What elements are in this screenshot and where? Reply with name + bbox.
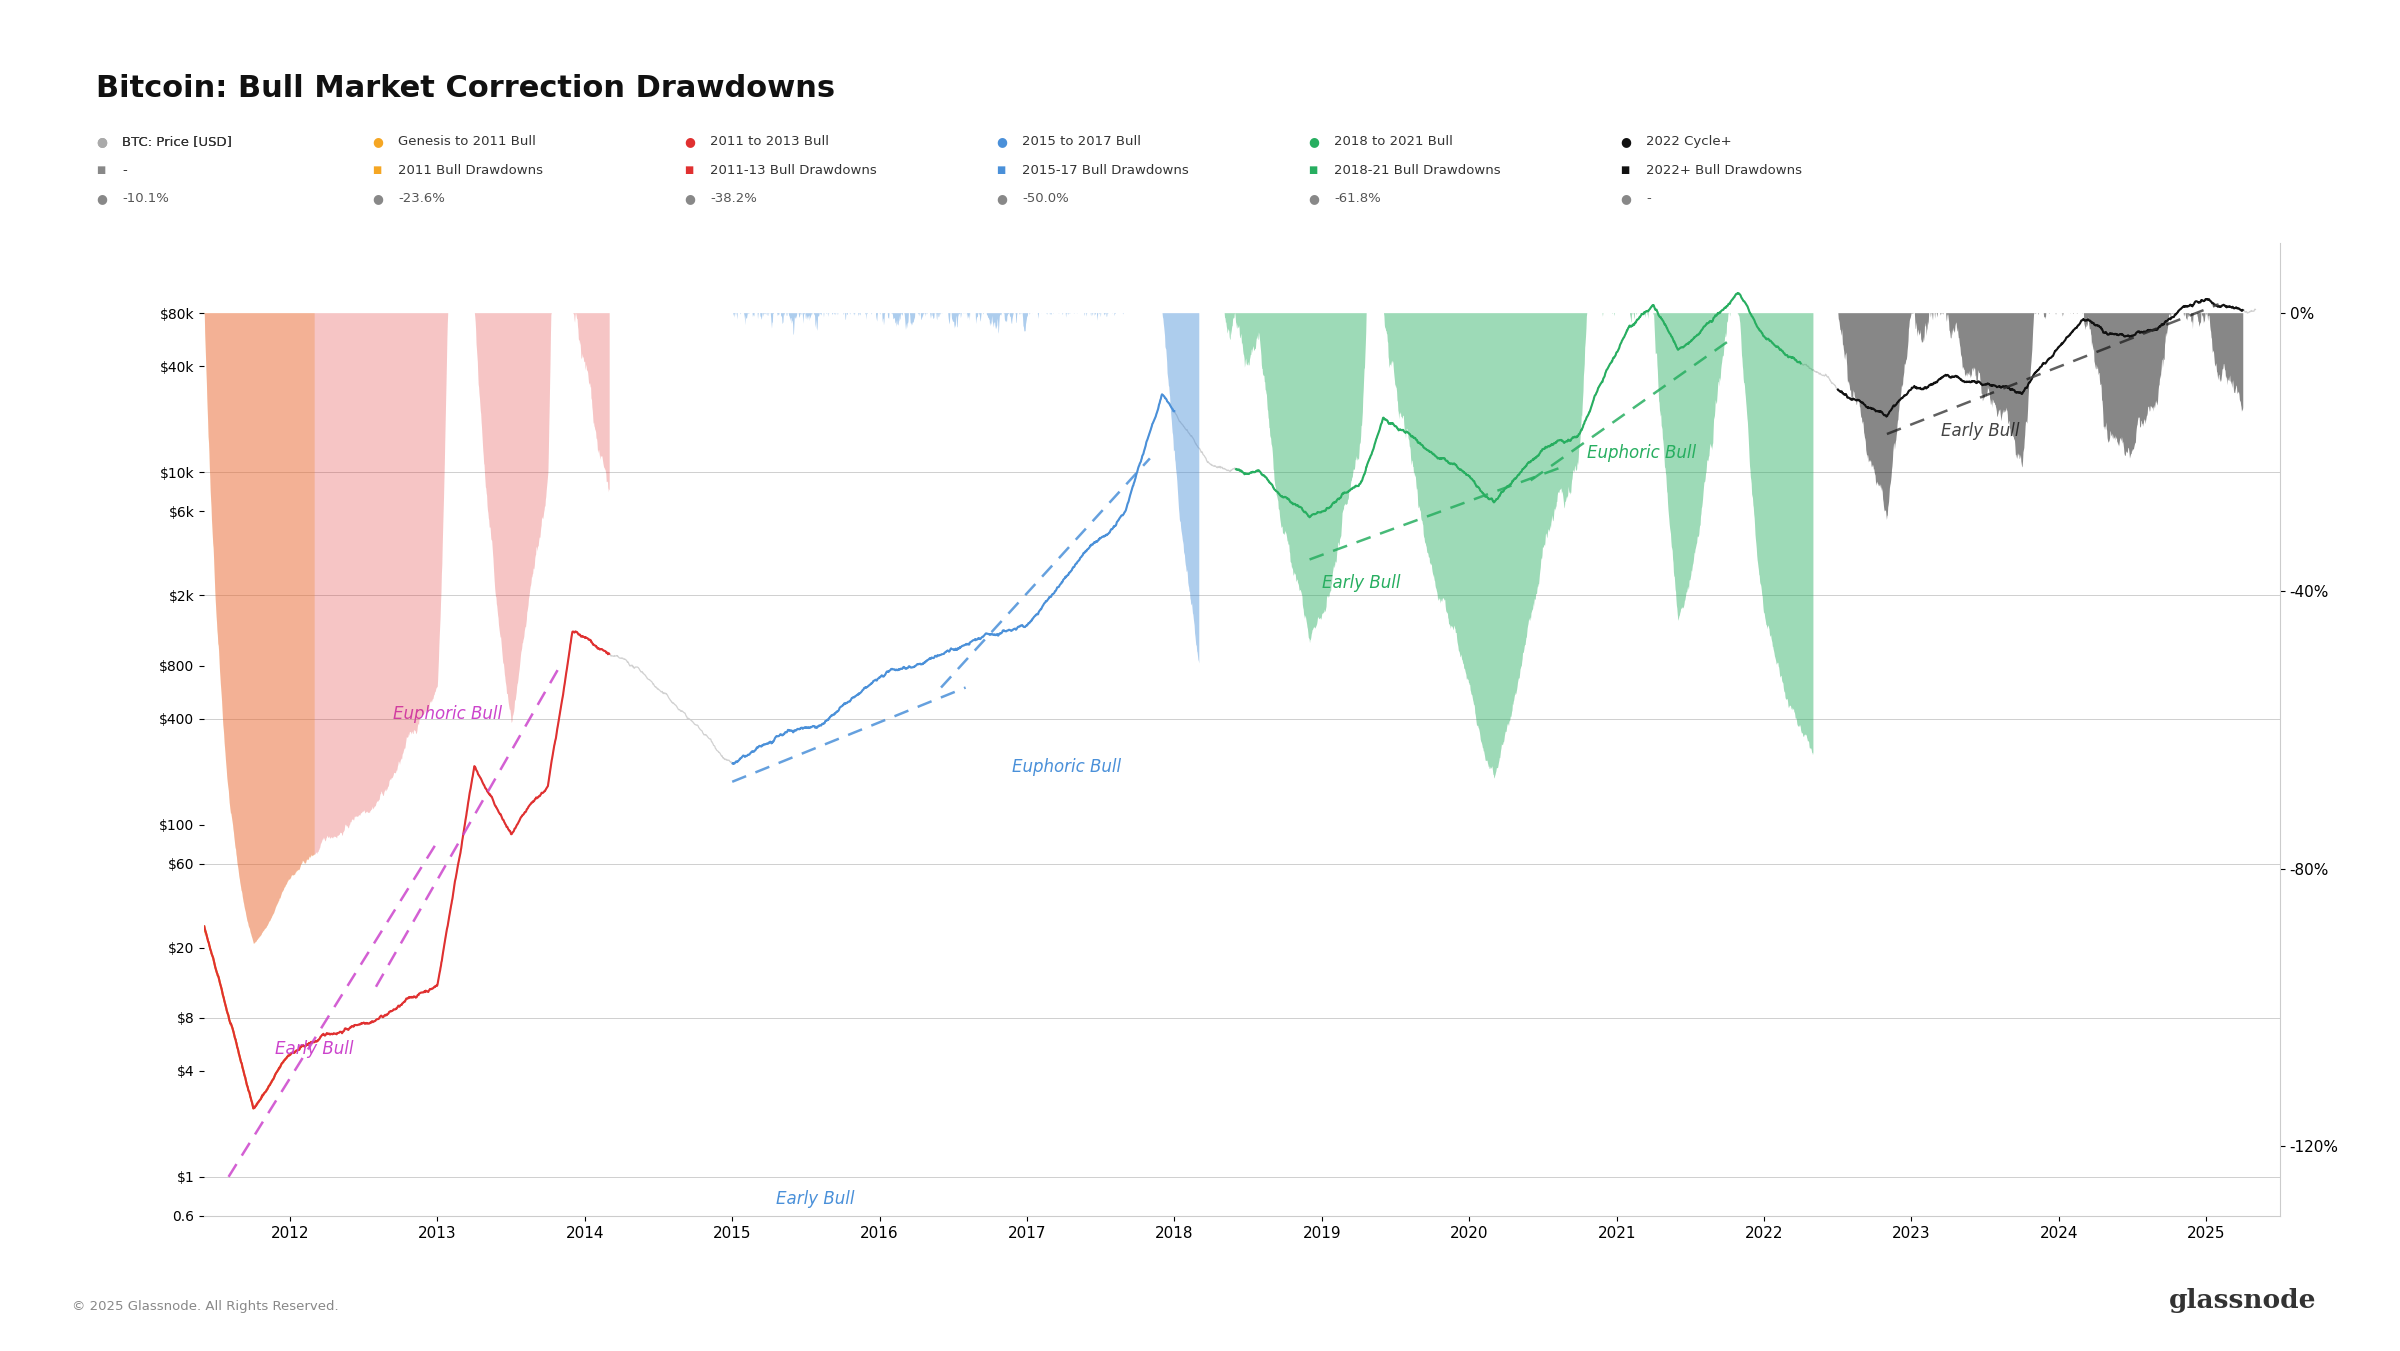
Text: -23.6%: -23.6% xyxy=(398,192,446,205)
Text: ●: ● xyxy=(96,135,108,149)
Text: -50.0%: -50.0% xyxy=(1022,192,1068,205)
Text: Euphoric Bull: Euphoric Bull xyxy=(1586,444,1697,462)
Text: Euphoric Bull: Euphoric Bull xyxy=(394,704,502,723)
Text: -: - xyxy=(122,163,127,177)
Text: ●: ● xyxy=(96,192,108,205)
Text: 2018 to 2021 Bull: 2018 to 2021 Bull xyxy=(1334,135,1454,149)
Text: -38.2%: -38.2% xyxy=(710,192,758,205)
Text: BTC: Price [USD]: BTC: Price [USD] xyxy=(122,135,233,149)
Text: 2011 Bull Drawdowns: 2011 Bull Drawdowns xyxy=(398,163,542,177)
Text: Bitcoin: Bull Market Correction Drawdowns: Bitcoin: Bull Market Correction Drawdown… xyxy=(96,74,835,103)
Text: BTC: Price [USD]: BTC: Price [USD] xyxy=(122,135,233,149)
Text: ■: ■ xyxy=(1308,165,1318,176)
Text: glassnode: glassnode xyxy=(2170,1288,2316,1313)
Text: Euphoric Bull: Euphoric Bull xyxy=(1013,758,1121,775)
Text: Early Bull: Early Bull xyxy=(1322,574,1399,592)
Text: ●: ● xyxy=(996,192,1008,205)
Text: ■: ■ xyxy=(372,165,382,176)
Text: 2022+ Bull Drawdowns: 2022+ Bull Drawdowns xyxy=(1646,163,1802,177)
Text: © 2025 Glassnode. All Rights Reserved.: © 2025 Glassnode. All Rights Reserved. xyxy=(72,1300,338,1313)
Text: Genesis to 2011 Bull: Genesis to 2011 Bull xyxy=(398,135,535,149)
Text: ■: ■ xyxy=(96,165,106,176)
Text: Early Bull: Early Bull xyxy=(778,1190,854,1208)
Text: ●: ● xyxy=(684,192,696,205)
Text: ■: ■ xyxy=(996,165,1006,176)
Text: ●: ● xyxy=(1308,192,1320,205)
Text: 2015-17 Bull Drawdowns: 2015-17 Bull Drawdowns xyxy=(1022,163,1188,177)
Text: -: - xyxy=(1646,192,1651,205)
Text: ■: ■ xyxy=(684,165,694,176)
Text: ●: ● xyxy=(372,192,384,205)
Text: ●: ● xyxy=(96,135,108,149)
Text: ●: ● xyxy=(684,135,696,149)
Text: ■: ■ xyxy=(1620,165,1630,176)
Text: Early Bull: Early Bull xyxy=(276,1040,353,1058)
Text: 2015 to 2017 Bull: 2015 to 2017 Bull xyxy=(1022,135,1142,149)
Text: -10.1%: -10.1% xyxy=(122,192,170,205)
Text: Early Bull: Early Bull xyxy=(1942,423,2018,440)
Text: 2022 Cycle+: 2022 Cycle+ xyxy=(1646,135,1733,149)
Text: 2018-21 Bull Drawdowns: 2018-21 Bull Drawdowns xyxy=(1334,163,1500,177)
Text: 2011 to 2013 Bull: 2011 to 2013 Bull xyxy=(710,135,830,149)
Text: ●: ● xyxy=(372,135,384,149)
Text: 2011-13 Bull Drawdowns: 2011-13 Bull Drawdowns xyxy=(710,163,876,177)
Text: -61.8%: -61.8% xyxy=(1334,192,1380,205)
Text: ●: ● xyxy=(1620,192,1632,205)
Text: ●: ● xyxy=(1620,135,1632,149)
Text: ●: ● xyxy=(996,135,1008,149)
Text: ●: ● xyxy=(1308,135,1320,149)
